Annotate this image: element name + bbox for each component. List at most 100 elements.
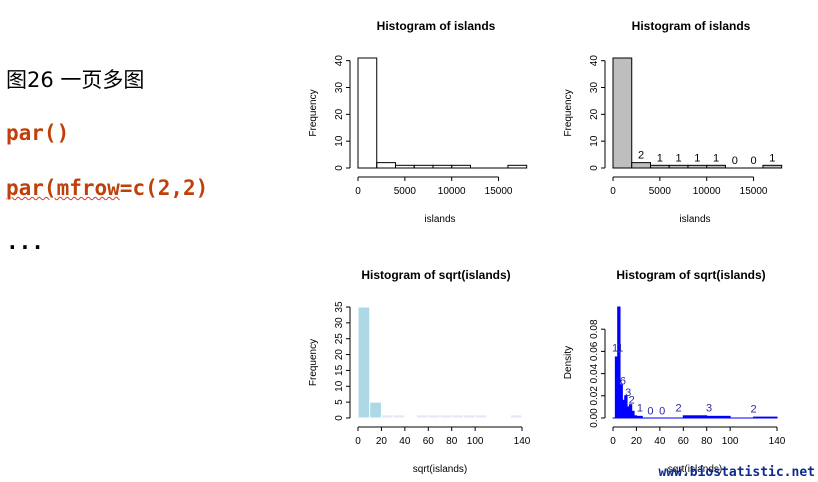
y-tick-label: 5 <box>334 399 345 405</box>
code-line-par-mfrow-underlined: par(mfrow <box>6 176 120 200</box>
histogram-bar <box>392 414 406 419</box>
y-tick-label: 15 <box>334 364 345 376</box>
chart-title: Histogram of islands <box>632 19 751 33</box>
x-tick-label: 5000 <box>394 186 417 197</box>
histogram-bar <box>451 414 464 419</box>
histogram-bar <box>432 164 453 169</box>
bar-count-label: 3 <box>706 402 712 414</box>
y-tick-label: 0.08 <box>589 319 600 339</box>
x-tick-label: 5000 <box>649 186 672 197</box>
y-tick-label: 30 <box>589 82 600 94</box>
histogram-bar <box>394 164 415 169</box>
y-tick-label: 40 <box>589 55 600 67</box>
y-tick-label: 0.00 <box>589 408 600 428</box>
histogram-bar <box>439 414 453 419</box>
x-tick-label: 80 <box>701 436 713 447</box>
x-axis-label: islands <box>424 214 455 225</box>
x-tick-label: 10000 <box>693 186 721 197</box>
y-axis-label: Density <box>563 346 574 379</box>
histogram-bar <box>357 306 371 419</box>
histogram-bar <box>427 414 441 419</box>
x-tick-label: 40 <box>654 436 666 447</box>
histogram-bar <box>649 164 670 169</box>
histogram-bar <box>357 57 378 169</box>
x-axis-label: sqrt(islands) <box>413 464 467 475</box>
x-tick-label: 100 <box>467 436 484 447</box>
bar-count-label: 1 <box>676 152 682 164</box>
histogram-panel-3: Histogram of sqrt(islands) 0 20 40 60 80 100 14… <box>308 268 531 475</box>
y-tick-label: 0.02 <box>589 386 600 406</box>
bar-count-label: 1 <box>713 152 719 164</box>
y-tick-label: 35 <box>334 301 345 313</box>
bar-count-label: 1 <box>637 402 643 414</box>
x-tick-label: 20 <box>631 436 643 447</box>
y-tick-label: 10 <box>334 135 345 147</box>
bar-count-label: 1 <box>657 152 663 164</box>
y-tick-label: 20 <box>334 349 345 361</box>
x-tick-label: 0 <box>610 186 616 197</box>
y-tick-label: 25 <box>334 333 345 345</box>
histogram-bar <box>687 164 708 169</box>
y-tick-label: 20 <box>334 108 345 120</box>
code-line-par: par() <box>6 121 70 145</box>
histogram-bar <box>413 164 434 169</box>
ellipsis: ... <box>6 230 44 254</box>
histogram-bar <box>369 401 382 419</box>
histogram-bar <box>451 164 471 169</box>
y-axis-label: Frequency <box>308 89 319 136</box>
histogram-bar <box>762 164 783 169</box>
y-tick-label: 0 <box>589 165 600 171</box>
y-axis-label: Frequency <box>308 339 319 386</box>
bar-count-label: 0 <box>659 406 665 418</box>
bar-count-label: 0 <box>647 406 653 418</box>
x-axis-label: sqrt(islands) <box>668 464 722 475</box>
x-tick-label: 60 <box>678 436 690 447</box>
x-tick-label: 60 <box>423 436 435 447</box>
histogram-bar <box>474 414 488 419</box>
bar-count-label: 1 <box>694 152 700 164</box>
x-tick-label: 15000 <box>485 186 513 197</box>
x-axis-label: islands <box>679 214 710 225</box>
y-tick-label: 30 <box>334 317 345 329</box>
histogram-bar <box>612 57 633 169</box>
chart-title: Histogram of sqrt(islands) <box>616 268 765 282</box>
x-tick-label: 100 <box>722 436 739 447</box>
y-tick-label: 0 <box>334 415 345 421</box>
x-tick-label: 140 <box>514 436 531 447</box>
x-tick-label: 140 <box>769 436 786 447</box>
histogram-bar <box>753 416 778 419</box>
histogram-bar <box>462 414 476 419</box>
chart-title: Histogram of islands <box>377 19 496 33</box>
histogram-bar <box>380 414 394 419</box>
bar-count-label: 3 <box>625 387 631 399</box>
code-line-par-mfrow: par(mfrow=c(2,2) <box>6 176 208 200</box>
y-tick-label: 0.04 <box>589 363 600 383</box>
x-tick-label: 0 <box>355 186 361 197</box>
bar-count-label: 11 <box>612 342 623 354</box>
bar-count-label: 2 <box>676 402 682 414</box>
bar-count-label: 6 <box>620 376 626 388</box>
x-tick-label: 15000 <box>740 186 768 197</box>
y-tick-label: 20 <box>589 108 600 120</box>
bar-count-label: 2 <box>638 150 644 162</box>
y-tick-label: 30 <box>334 82 345 94</box>
y-tick-label: 40 <box>334 55 345 67</box>
bar-count-label: 0 <box>732 155 738 167</box>
histogram-bar <box>706 415 731 419</box>
y-tick-label: 10 <box>589 135 600 147</box>
histogram-bar <box>682 415 708 419</box>
bar-count-label: 0 <box>751 155 757 167</box>
histogram-bar <box>376 162 396 169</box>
slide-title: 图26 一页多图 <box>6 68 145 92</box>
histogram-bar <box>631 410 635 419</box>
histogram-bar <box>507 164 528 169</box>
x-tick-label: 40 <box>399 436 411 447</box>
chart-title: Histogram of sqrt(islands) <box>361 268 510 282</box>
bar-count-label: 2 <box>629 395 635 407</box>
x-tick-label: 80 <box>446 436 458 447</box>
x-tick-label: 10000 <box>438 186 466 197</box>
watermark: www.biostatistic.net <box>658 465 815 480</box>
histogram-bar <box>668 164 689 169</box>
